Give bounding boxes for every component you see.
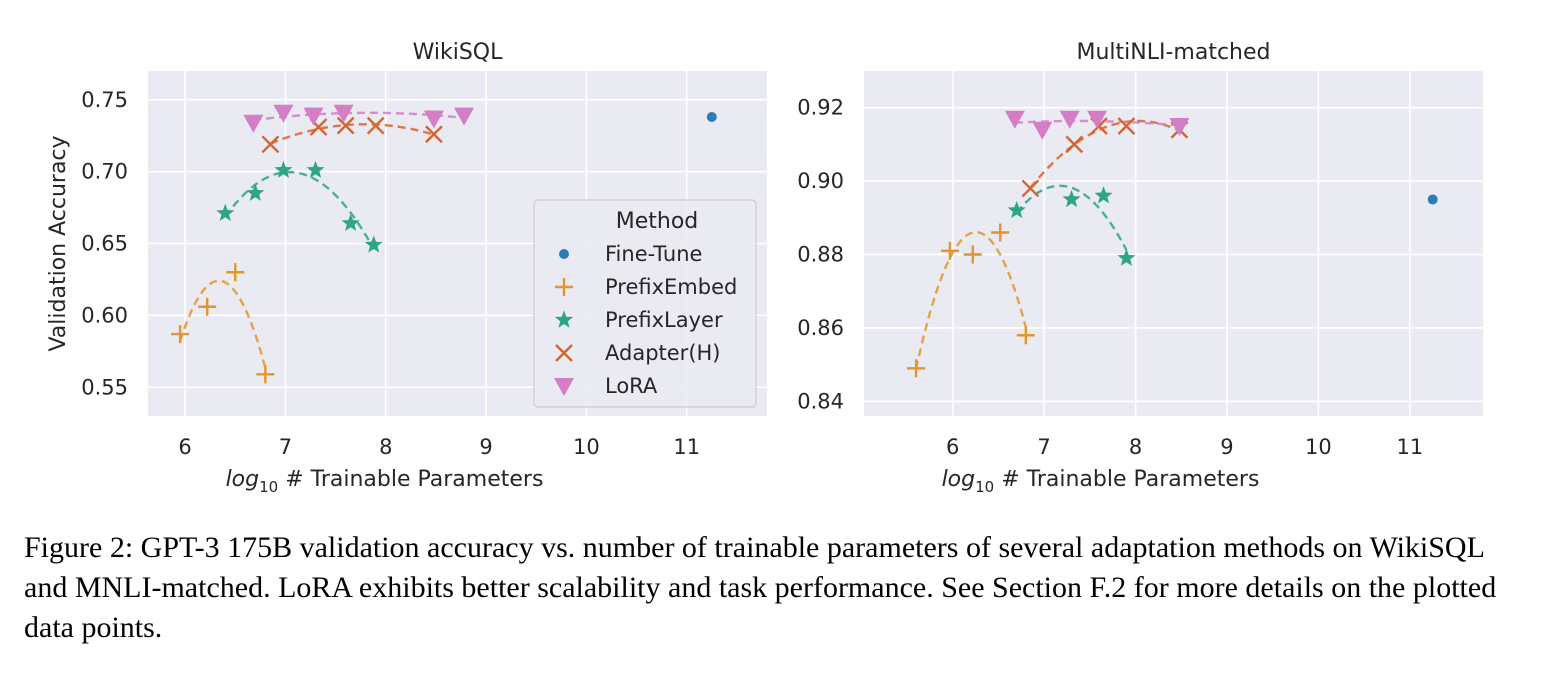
x-tick-label: 6 — [946, 435, 959, 459]
x-tick-label: 6 — [178, 435, 191, 459]
data-point — [256, 365, 275, 384]
data-point — [991, 223, 1010, 242]
chart-panel-2: 6 7 8 9 10 11 0.84 0.86 0.88 0.90 0.92 MultiNLI-mat… — [797, 40, 1483, 496]
x-tick-label: 11 — [1396, 435, 1423, 459]
data-point — [940, 241, 959, 260]
data-point — [1004, 110, 1025, 129]
x-tick-label: 9 — [479, 435, 492, 459]
data-point — [333, 104, 354, 123]
x-tick-label: 7 — [1037, 435, 1050, 459]
data-point — [198, 297, 217, 316]
data-point — [1094, 186, 1113, 204]
data-point — [246, 183, 265, 201]
legend-marker — [554, 310, 574, 328]
x-tick-label: 7 — [279, 435, 292, 459]
data-point — [341, 213, 360, 232]
figure-charts: 6 7 8 9 10 11 0.55 0.60 0.65 0.70 0.75 WikiSQL log10… — [46, 40, 1483, 496]
data-point — [171, 325, 190, 344]
fit-curve — [914, 231, 1027, 370]
fit-curve — [178, 279, 267, 369]
y-tick-label: 0.92 — [797, 96, 844, 120]
legend-marker — [559, 249, 569, 259]
y-tick-label: 0.86 — [797, 316, 844, 340]
figure-caption: Figure 2: GPT-3 175B validation accuracy… — [24, 531, 1497, 644]
y-tick-label: 0.65 — [81, 232, 128, 256]
data-point — [306, 160, 325, 178]
data-point — [1062, 189, 1081, 208]
data-point — [1427, 194, 1438, 205]
data-point — [1016, 326, 1035, 345]
data-point — [364, 235, 383, 253]
y-tick-label: 0.55 — [81, 375, 128, 399]
y-tick-label: 0.88 — [797, 243, 844, 267]
y-axis-label: Validation Accuracy — [46, 135, 71, 351]
y-tick-label: 0.70 — [81, 160, 128, 184]
legend-label: Adapter(H) — [605, 341, 721, 365]
data-point — [1032, 121, 1053, 140]
legend-marker — [554, 378, 574, 396]
x-tick-label: 10 — [573, 435, 600, 459]
data-point — [336, 116, 355, 135]
data-point — [216, 203, 235, 221]
data-point — [454, 107, 475, 126]
fit-curve — [1029, 119, 1180, 189]
x-tick-label: 10 — [1305, 435, 1332, 459]
data-point — [261, 135, 280, 154]
x-tick-label: 11 — [673, 435, 700, 459]
legend-title: Method — [616, 209, 699, 234]
legend-marker — [555, 344, 573, 362]
y-tick-label: 0.84 — [797, 389, 844, 413]
legend-label: PrefixLayer — [605, 308, 723, 332]
x-tick-label: 8 — [1129, 435, 1142, 459]
data-point — [425, 125, 443, 144]
legend-box — [533, 199, 757, 408]
data-point — [226, 263, 245, 282]
x-tick-label: 9 — [1220, 435, 1233, 459]
legend: Method Fine-Tune PrefixEmbed PrefixLayer Ada… — [533, 199, 757, 408]
chart-panel-1: 6 7 8 9 10 11 0.55 0.60 0.65 0.70 0.75 WikiSQL log10… — [46, 40, 767, 496]
chart-title: WikiSQL — [413, 40, 504, 65]
x-tick-label: 8 — [379, 435, 392, 459]
data-point — [1007, 200, 1026, 219]
data-point — [1021, 179, 1040, 198]
data-point — [1065, 135, 1084, 154]
fit-curve — [224, 170, 375, 250]
x-axis-label: log10 # Trainable Parameters — [226, 467, 544, 496]
data-point — [366, 116, 385, 135]
data-point — [1169, 118, 1190, 137]
fit-curve — [269, 123, 435, 145]
legend-label: Fine-Tune — [605, 242, 702, 266]
x-axis-label: log10 # Trainable Parameters — [942, 467, 1260, 496]
data-point — [907, 359, 926, 378]
data-point — [706, 112, 717, 122]
y-tick-label: 0.90 — [797, 169, 844, 193]
data-point — [1117, 248, 1136, 266]
data-point — [303, 107, 324, 126]
data-point — [963, 245, 982, 264]
plot-background — [864, 71, 1483, 416]
legend-label: PrefixEmbed — [605, 275, 737, 299]
data-point — [274, 160, 293, 178]
data-point — [1059, 110, 1080, 129]
y-tick-label: 0.75 — [81, 88, 128, 112]
data-point — [423, 110, 444, 129]
data-point — [273, 104, 294, 123]
data-point — [1087, 110, 1108, 129]
data-point — [243, 114, 264, 133]
chart-title: MultiNLI-matched — [1077, 40, 1271, 65]
legend-marker — [555, 278, 573, 296]
y-tick-label: 0.60 — [81, 303, 128, 327]
legend-label: LoRA — [605, 374, 658, 398]
data-point — [1117, 117, 1136, 135]
